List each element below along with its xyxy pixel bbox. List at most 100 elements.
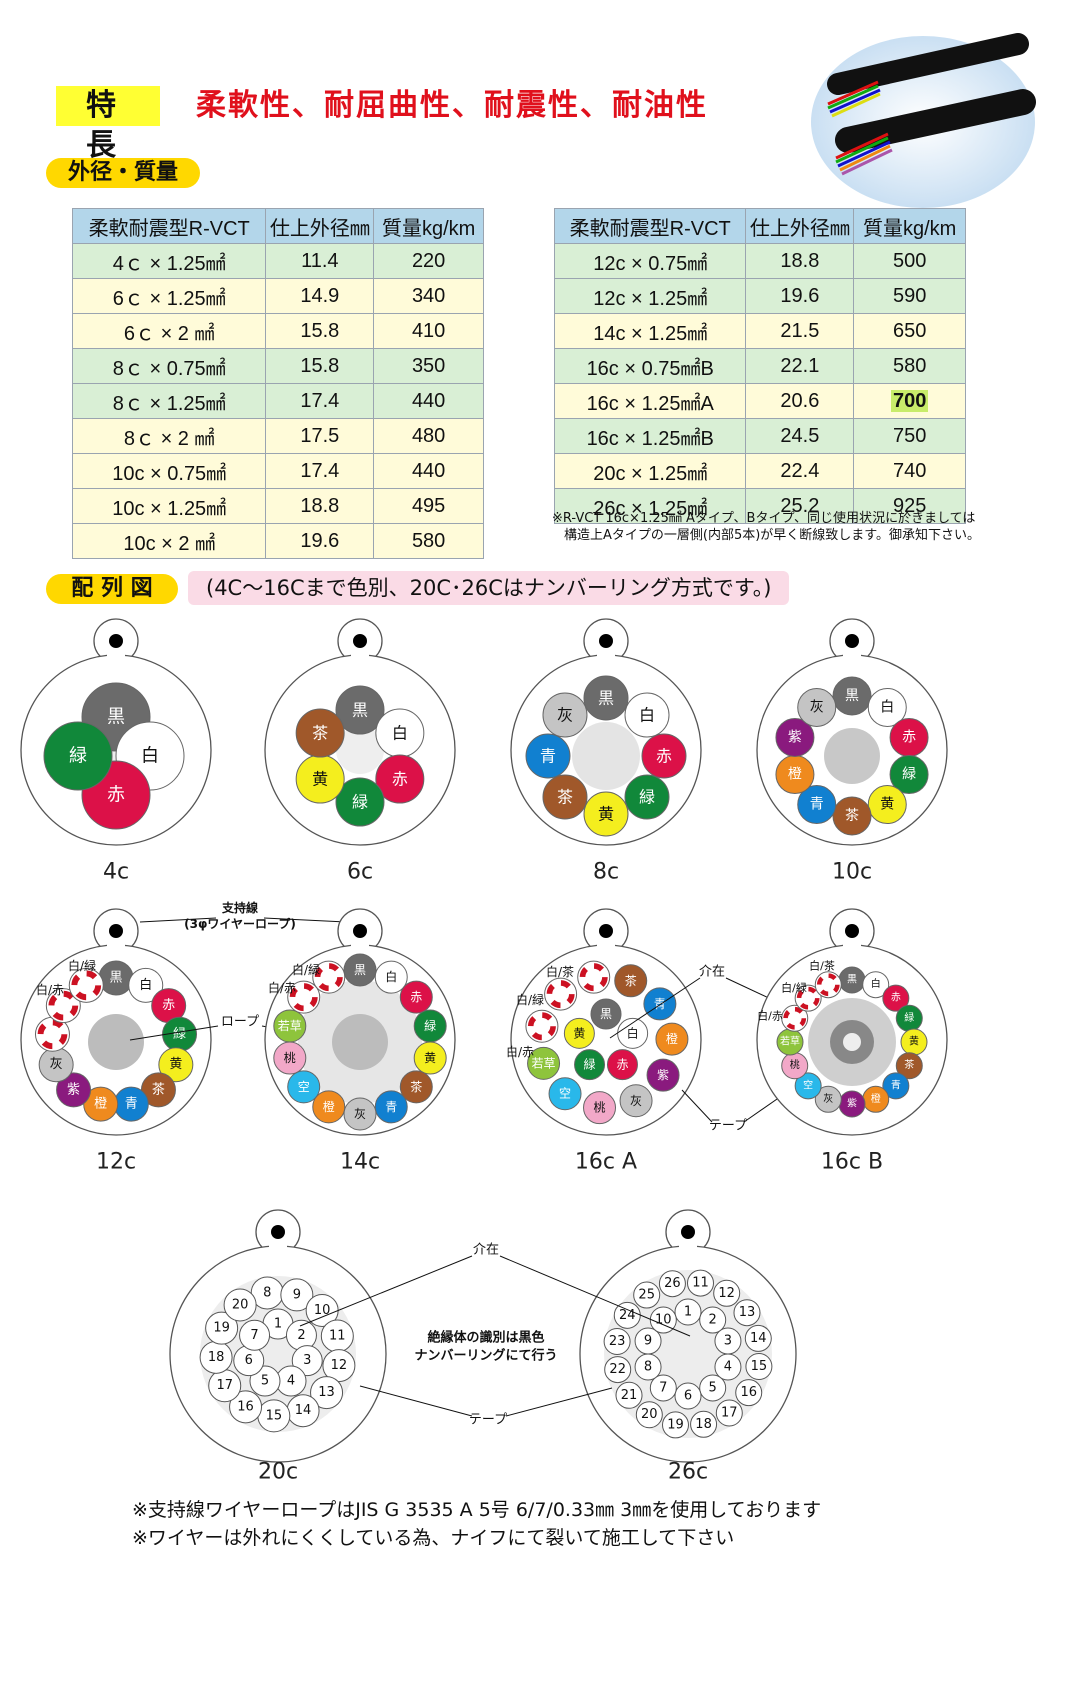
core-白: [374, 960, 408, 994]
core-label: 青: [810, 797, 824, 813]
core-赤: [375, 754, 425, 804]
core-number: 10: [655, 1313, 672, 1328]
core-label: 白: [392, 724, 408, 743]
spec-table-right: 柔軟耐震型R-VCT 仕上外径㎜ 質量kg/km 12c × 0.75㎟ 18.8…: [553, 208, 966, 524]
core-橙: [775, 755, 815, 795]
numbered-core: [687, 1269, 715, 1297]
core-label: 黒: [847, 974, 857, 986]
core-label: 空: [559, 1087, 571, 1101]
core-label: 紫: [847, 1098, 857, 1110]
cell-mass: 440: [373, 453, 484, 489]
core-number: 19: [667, 1417, 684, 1432]
core-number: 11: [692, 1276, 709, 1291]
table-note-line: 構造上Aタイプの一層側(内部5本)が早く断線致します。御承知下さい。: [564, 528, 981, 543]
numbered-core: [262, 1308, 294, 1340]
core-白: [867, 687, 907, 727]
core-白: [862, 971, 890, 999]
core-label: 灰: [50, 1057, 63, 1072]
core-青: [797, 785, 837, 825]
core-number: 6: [684, 1389, 692, 1404]
core-number: 21: [621, 1388, 638, 1403]
numbered-core: [239, 1319, 271, 1351]
cell-mass: 410: [373, 313, 484, 349]
numbered-core: [658, 1270, 686, 1298]
core-number: 8: [263, 1285, 271, 1300]
core-label: 緑: [639, 788, 655, 807]
section-title-dimensions: 外径・質量: [46, 158, 200, 188]
diagram-label: 16c A: [575, 1150, 637, 1175]
table-row: 14c × 1.25㎟ 21.5 650: [553, 313, 966, 349]
diagram-label: 4c: [103, 860, 129, 885]
highlighted-value: 700: [890, 389, 929, 412]
core-number: 16: [237, 1399, 254, 1414]
th-mass: 質量kg/km: [373, 208, 484, 244]
numbered-core: [233, 1345, 265, 1377]
numbered-core: [286, 1394, 320, 1428]
core-stripe: [546, 980, 575, 1009]
cell-spec: 8ｃ × 2 ㎟: [71, 418, 267, 454]
insulation-area: [604, 1270, 772, 1438]
core-黒: [335, 685, 385, 735]
core-label: 紫: [657, 1068, 669, 1082]
wire-rope-icon: [109, 924, 123, 938]
core-label: 黒: [598, 689, 614, 708]
core-label: 白: [385, 969, 397, 984]
striped-core: [794, 984, 822, 1012]
table-row: 16c × 0.75㎟B 22.1 580: [553, 348, 966, 384]
core-label: 赤: [656, 747, 672, 766]
cell-od: 15.8: [265, 348, 375, 384]
core-空: [794, 1072, 822, 1100]
core-center: [790, 1014, 799, 1023]
annotation-white-red: 白/赤: [757, 1009, 783, 1023]
wire-rope-icon: [845, 924, 859, 938]
th-mass: 質量kg/km: [853, 208, 966, 244]
sheath-neck: [269, 1236, 287, 1250]
core-label: 緑: [424, 1018, 436, 1033]
core-number: 17: [721, 1405, 738, 1420]
section-title-arrangement: 配 列 図: [46, 574, 178, 604]
core-label: 黒: [845, 688, 859, 704]
core-number: 12: [718, 1286, 735, 1301]
numbered-core: [615, 1381, 643, 1409]
annotation-white-red: 白/赤: [506, 1044, 534, 1059]
numbered-core: [280, 1278, 314, 1312]
striped-core: [312, 960, 346, 994]
numbered-core: [733, 1299, 761, 1327]
core-青: [643, 987, 677, 1021]
core-橙: [83, 1086, 119, 1122]
core-label: 緑: [173, 1027, 186, 1042]
core-label: 橙: [871, 1092, 881, 1105]
core-黄: [583, 791, 629, 837]
numbered-core: [714, 1327, 742, 1355]
cell-mass: 925: [853, 488, 966, 524]
core-label: 赤: [616, 1058, 628, 1072]
core-label: 茶: [152, 1081, 165, 1097]
striped-core: [577, 960, 611, 994]
core-number: 14: [295, 1403, 312, 1418]
core-number: 15: [266, 1408, 283, 1423]
core-number: 2: [297, 1328, 305, 1343]
wire-rope-icon: [271, 1225, 285, 1239]
leader-line: [725, 977, 821, 1023]
rope-core: [843, 1033, 861, 1051]
core-label: 黒: [354, 963, 366, 977]
core-number: 17: [216, 1378, 233, 1393]
core-label: 白: [639, 705, 655, 724]
cell-od: 24.5: [745, 418, 855, 454]
core-緑: [889, 755, 929, 795]
support-line-sheath: [337, 618, 383, 664]
core-number: 9: [293, 1287, 301, 1302]
core-label: 白: [139, 977, 152, 993]
cell-mass: 590: [853, 278, 966, 314]
annotation-white-brown: 白/茶: [809, 959, 835, 973]
core-label: 青: [385, 1100, 397, 1114]
core-label: 白: [871, 977, 881, 990]
core-number: 22: [609, 1362, 626, 1377]
core-黄: [158, 1047, 194, 1083]
annotation-numbering: ナンバーリングにて行う: [414, 1348, 557, 1364]
numbered-core: [649, 1306, 677, 1334]
core-黄: [900, 1028, 928, 1056]
footer-notes: ※支持線ワイヤーロープはJIS G 3535 A 5号 6/7/0.33㎜ 3㎜…: [132, 1496, 821, 1552]
